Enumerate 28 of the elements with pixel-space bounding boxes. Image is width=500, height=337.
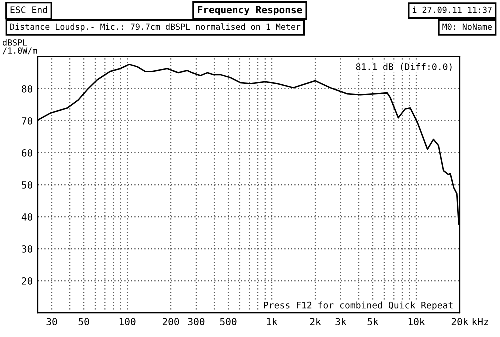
- y-tick-label: 70: [22, 117, 33, 125]
- x-tick-label: 3k: [336, 318, 347, 326]
- text: ESC End: [10, 6, 48, 14]
- text: M0: NoName: [442, 24, 492, 30]
- x-tick-label: 50: [78, 318, 90, 326]
- annotation: Press F12 for combined Quick Repeat: [264, 302, 453, 311]
- x-tick-label: 20k: [452, 318, 469, 326]
- x-tick-label: 1k: [267, 318, 278, 326]
- x-tick-label: 100: [120, 318, 136, 326]
- text: i 27.09.11 11:37: [412, 6, 492, 14]
- y-axis-title: dBSPL /1.0W/m: [2, 39, 38, 55]
- x-tick-label: 2k: [310, 318, 322, 326]
- y-tick-label: 30: [22, 246, 33, 253]
- y-tick-label: 60: [22, 150, 33, 157]
- x-tick-label: 500: [220, 318, 237, 326]
- chart-title: Frequency Response: [198, 6, 302, 16]
- x-tick-label: 30: [46, 318, 58, 326]
- x-tick-label: 200: [162, 318, 180, 326]
- y-tick-label: 20: [22, 278, 33, 285]
- x-tick-label: 300: [188, 318, 205, 326]
- chart-subtitle: Distance Loudsp.- Mic.: 79.7cm dBSPL normalised on 1 Meter: [10, 24, 301, 32]
- x-axis-title: kHz: [472, 318, 488, 326]
- x-tick-label: 10k: [408, 318, 426, 326]
- x-tick-label: 5k: [368, 318, 379, 326]
- annotation: 81.1 dB (Diff:0.0): [356, 63, 452, 72]
- y-tick-label: 80: [22, 85, 33, 93]
- y-tick-label: 50: [22, 182, 33, 189]
- y-tick-label: 40: [22, 214, 33, 221]
